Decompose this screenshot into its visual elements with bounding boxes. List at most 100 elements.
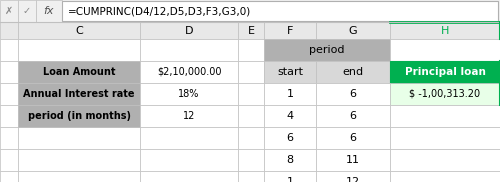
Bar bbox=[0, 39, 18, 61]
Bar bbox=[264, 127, 316, 149]
Text: F: F bbox=[287, 25, 293, 35]
Bar bbox=[264, 127, 316, 149]
Bar bbox=[238, 61, 264, 83]
Bar bbox=[316, 149, 390, 171]
Text: 12: 12 bbox=[183, 111, 195, 121]
Bar bbox=[18, 171, 140, 182]
Bar bbox=[140, 83, 238, 105]
Text: G: G bbox=[348, 25, 358, 35]
Bar bbox=[0, 105, 18, 127]
Text: 8: 8 bbox=[286, 155, 294, 165]
Bar bbox=[18, 105, 140, 127]
Text: D: D bbox=[185, 25, 193, 35]
Bar bbox=[140, 105, 238, 127]
Text: 18%: 18% bbox=[178, 89, 200, 99]
Text: 1: 1 bbox=[286, 89, 294, 99]
Bar bbox=[264, 105, 316, 127]
Bar bbox=[140, 83, 238, 105]
Bar bbox=[18, 39, 140, 61]
Text: end: end bbox=[342, 67, 363, 77]
Bar bbox=[0, 171, 18, 182]
Bar bbox=[238, 127, 264, 149]
Bar bbox=[316, 105, 390, 127]
Bar bbox=[140, 149, 238, 171]
Bar bbox=[316, 105, 390, 127]
Bar bbox=[238, 39, 264, 61]
Bar bbox=[264, 61, 316, 83]
Bar bbox=[0, 61, 18, 83]
Bar bbox=[390, 171, 500, 182]
Bar bbox=[140, 22, 238, 39]
Bar bbox=[264, 39, 390, 61]
Bar bbox=[0, 149, 18, 171]
Bar bbox=[140, 127, 238, 149]
Bar bbox=[140, 105, 238, 127]
Bar bbox=[390, 149, 500, 171]
Bar bbox=[0, 0, 500, 22]
Bar bbox=[390, 127, 500, 149]
Bar bbox=[0, 22, 18, 39]
Bar bbox=[140, 171, 238, 182]
Bar bbox=[62, 1, 498, 21]
Bar bbox=[264, 149, 316, 171]
Bar bbox=[316, 61, 390, 83]
Bar bbox=[264, 22, 316, 39]
Bar bbox=[18, 83, 140, 105]
Bar bbox=[390, 149, 500, 171]
Bar bbox=[390, 22, 500, 39]
Bar bbox=[390, 171, 500, 182]
Text: period: period bbox=[309, 45, 345, 55]
Bar bbox=[264, 61, 316, 83]
Bar bbox=[18, 0, 36, 22]
Bar bbox=[238, 105, 264, 127]
Bar bbox=[264, 149, 316, 171]
Text: start: start bbox=[277, 67, 303, 77]
Bar bbox=[238, 22, 264, 39]
Text: $ -1,00,313.20: $ -1,00,313.20 bbox=[410, 89, 480, 99]
Bar bbox=[316, 127, 390, 149]
Bar bbox=[0, 127, 18, 149]
Text: Principal loan: Principal loan bbox=[404, 67, 485, 77]
Bar bbox=[18, 22, 140, 39]
Text: ✓: ✓ bbox=[23, 6, 31, 16]
Bar bbox=[390, 83, 500, 105]
Bar bbox=[316, 149, 390, 171]
Text: $2,10,000.00: $2,10,000.00 bbox=[157, 67, 221, 77]
Bar bbox=[316, 83, 390, 105]
Bar bbox=[390, 105, 500, 127]
Bar bbox=[140, 61, 238, 83]
Text: 11: 11 bbox=[346, 155, 360, 165]
Bar bbox=[264, 171, 316, 182]
Text: E: E bbox=[248, 25, 254, 35]
Bar bbox=[36, 0, 62, 22]
Text: C: C bbox=[75, 25, 83, 35]
Bar bbox=[264, 171, 316, 182]
Bar bbox=[316, 171, 390, 182]
Bar bbox=[390, 61, 500, 83]
Bar bbox=[316, 61, 390, 83]
Bar bbox=[264, 39, 316, 61]
Bar bbox=[18, 83, 140, 105]
Bar bbox=[140, 61, 238, 83]
Bar bbox=[316, 22, 390, 39]
Bar bbox=[0, 0, 18, 22]
Text: H: H bbox=[441, 25, 449, 35]
Bar bbox=[264, 83, 316, 105]
Bar bbox=[264, 105, 316, 127]
Text: 1: 1 bbox=[286, 177, 294, 182]
Bar bbox=[390, 39, 500, 61]
Bar bbox=[238, 83, 264, 105]
Text: Annual Interest rate: Annual Interest rate bbox=[23, 89, 135, 99]
Bar bbox=[18, 105, 140, 127]
Bar bbox=[316, 127, 390, 149]
Bar bbox=[18, 127, 140, 149]
Text: 6: 6 bbox=[286, 133, 294, 143]
Text: 12: 12 bbox=[346, 177, 360, 182]
Text: 6: 6 bbox=[350, 133, 356, 143]
Bar bbox=[316, 39, 390, 61]
Text: ✗: ✗ bbox=[5, 6, 13, 16]
Bar bbox=[390, 39, 500, 61]
Bar bbox=[238, 149, 264, 171]
Bar bbox=[0, 83, 18, 105]
Bar bbox=[18, 61, 140, 83]
